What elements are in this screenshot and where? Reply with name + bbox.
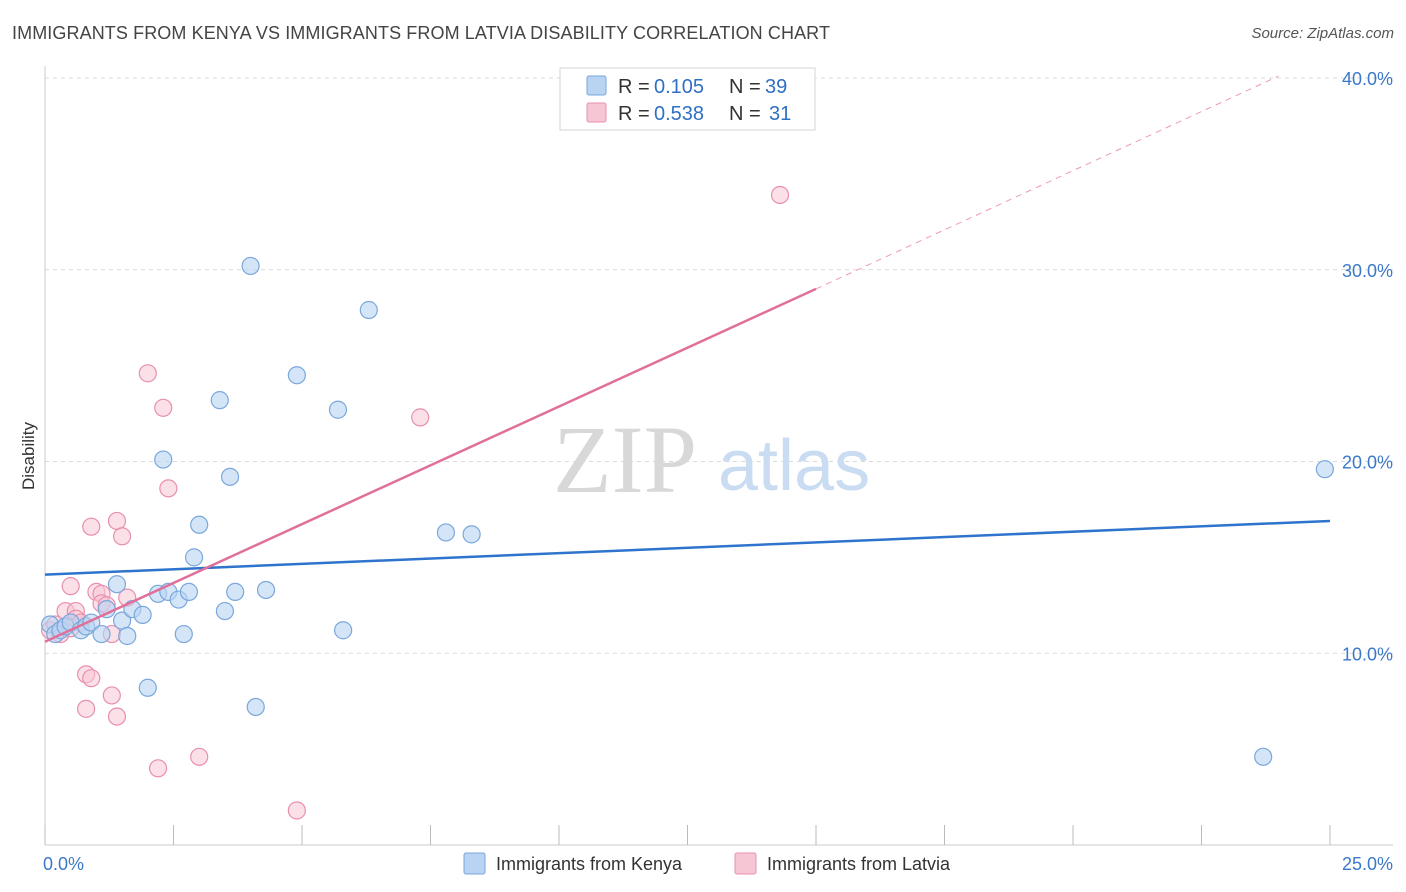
kenya-point [334, 621, 353, 640]
latvia-point [159, 479, 178, 498]
latvia-point [138, 364, 157, 383]
legend-kenya-swatch [586, 75, 607, 96]
y-tick-labels: 10.0% 20.0% 30.0% 40.0% [1342, 69, 1393, 664]
kenya-point [220, 467, 240, 486]
latvia-point [411, 408, 430, 427]
bottom-legend-latvia-label: Immigrants from Latvia [767, 854, 951, 874]
kenya-points [41, 256, 1334, 766]
x-tick-label: 0.0% [43, 854, 84, 874]
latvia-point [82, 517, 101, 536]
latvia-point [102, 686, 121, 705]
grid-lines [45, 77, 1393, 654]
legend-latvia-r-value: 0.538 [654, 103, 704, 125]
legend-kenya-r-value: 0.105 [654, 76, 704, 98]
kenya-point [436, 523, 456, 542]
kenya-point [1254, 747, 1273, 766]
legend-latvia-r-label: R = [618, 103, 650, 125]
chart-title: IMMIGRANTS FROM KENYA VS IMMIGRANTS FROM… [12, 23, 831, 43]
latvia-point [107, 707, 127, 726]
x-tick-label: 25.0% [1342, 854, 1393, 874]
latvia-point [154, 398, 173, 417]
kenya-point [328, 400, 348, 419]
y-tick-label: 30.0% [1342, 261, 1393, 281]
bottom-legend-kenya-swatch [463, 852, 486, 875]
legend-latvia-swatch [586, 102, 607, 123]
series-legend: Immigrants from Kenya Immigrants from La… [463, 852, 951, 875]
kenya-point [118, 626, 137, 646]
y-axis-title: Disability [19, 421, 38, 490]
latvia-point [61, 577, 80, 596]
kenya-point [1315, 460, 1334, 479]
legend-kenya-r-label: R = [618, 76, 650, 98]
kenya-point [154, 450, 173, 469]
legend-kenya-n-label: N = [729, 76, 761, 98]
kenya-point [241, 256, 260, 276]
kenya-point [462, 525, 481, 544]
kenya-point [133, 605, 152, 625]
trend-lines [44, 75, 1331, 643]
kenya-trend-line [44, 519, 1331, 576]
y-tick-label: 20.0% [1342, 453, 1393, 473]
kenya-point [138, 678, 157, 697]
latvia-point [82, 669, 101, 688]
correlation-legend: R = 0.105 N = 39 R = 0.538 N = 31 [559, 67, 816, 131]
x-tick-labels: 0.0% 25.0% [43, 854, 1393, 874]
kenya-point [226, 582, 245, 601]
latvia-point [770, 185, 790, 205]
kenya-point [184, 548, 204, 567]
watermark-atlas: atlas [718, 426, 870, 506]
axes [44, 66, 1393, 846]
kenya-point [256, 580, 276, 600]
latvia-point [107, 511, 127, 531]
bottom-legend-kenya-label: Immigrants from Kenya [496, 854, 683, 874]
kenya-point [107, 575, 127, 594]
watermark-zip: ZIP [553, 406, 697, 513]
kenya-point [174, 624, 193, 644]
legend-latvia-n-label: N = [729, 103, 761, 125]
latvia-point [287, 801, 306, 820]
kenya-point [287, 366, 306, 385]
y-tick-label: 40.0% [1342, 69, 1393, 89]
kenya-point [179, 582, 199, 601]
latvia-point [112, 527, 132, 546]
y-tick-label: 10.0% [1342, 644, 1393, 664]
kenya-point [92, 624, 111, 644]
latvia-trend-extension [815, 75, 1279, 290]
source-label: Source: ZipAtlas.com [1251, 25, 1394, 42]
kenya-point [190, 515, 209, 534]
latvia-trend-line [44, 287, 817, 643]
kenya-point [246, 697, 265, 717]
kenya-point [359, 300, 378, 320]
kenya-point [215, 601, 234, 621]
latvia-point [190, 747, 209, 766]
bottom-legend-latvia-swatch [734, 852, 757, 875]
latvia-point [148, 759, 168, 778]
kenya-point [210, 391, 229, 410]
latvia-point [77, 699, 96, 718]
watermark: ZIP atlas [553, 406, 870, 513]
legend-latvia-n-value: 31 [769, 103, 791, 125]
legend-kenya-n-value: 39 [765, 76, 787, 98]
